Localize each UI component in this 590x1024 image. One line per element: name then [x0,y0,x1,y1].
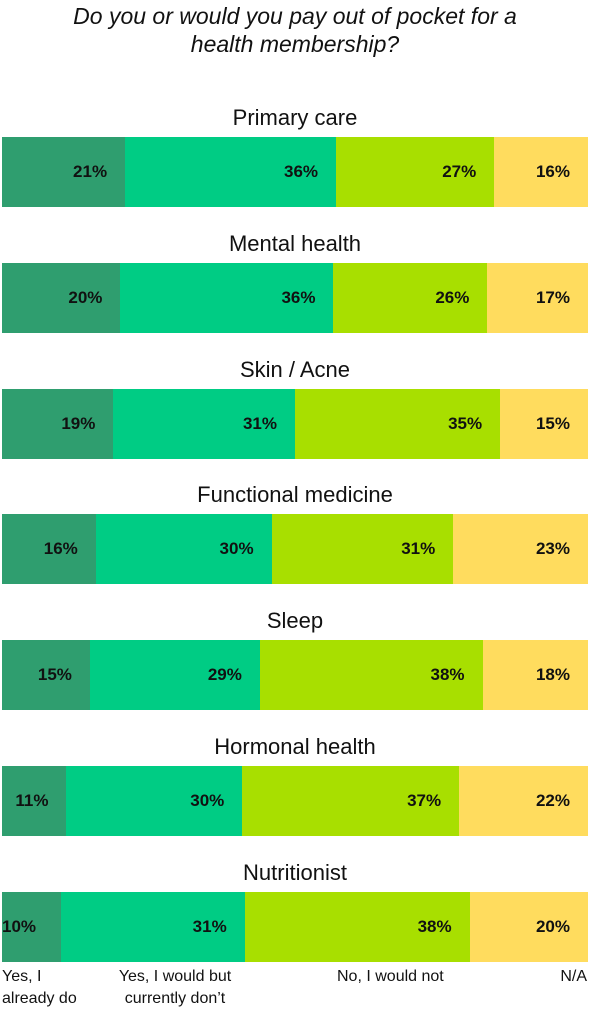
bar-segment-yes-already [2,263,121,333]
legend-yes-would: Yes, I would but currently don’t [100,966,250,1010]
bar-segment-no [333,263,488,333]
category-label: Functional medicine [197,482,393,507]
data-label: 20% [535,917,570,936]
data-label: 29% [207,665,242,684]
bar-segment-yes-already [2,892,62,962]
bar-segment-no [271,514,454,584]
category-label: Skin / Acne [239,357,351,382]
category-label: Nutritionist [243,860,347,885]
legend-na: N/A [560,966,587,988]
bar-row: 15% 29% 38% 18% [2,640,588,710]
data-label: 37% [407,791,442,810]
legend-yes-already-line-2: already do [2,990,77,1007]
bar-segment-yes-already [2,640,90,710]
chart-title-line-1: Do you or would you pay out of pocket fo… [73,3,517,29]
data-label: 36% [281,288,316,307]
data-label: 21% [73,162,108,181]
data-label: 30% [219,539,254,558]
bar-segment-na [453,514,588,584]
bar-row: 10% 31% 38% 20% [2,892,588,962]
bar-segment-yes-would [89,640,260,710]
bar-segment-na [494,137,588,207]
bar-segment-na [459,766,588,836]
bar-segment-no [295,389,501,459]
data-label: 35% [448,414,483,433]
chart-title-line-2: health membership? [190,31,400,57]
data-label: 31% [192,917,227,936]
bar-segment-yes-would [113,389,295,459]
bar-row: 16% 30% 31% 23% [2,514,588,584]
legend-yes-would-line-2: currently don’t [124,990,226,1007]
bar-segment-yes-would [120,263,334,333]
data-label: 20% [68,288,103,307]
bar-segment-yes-would [125,137,336,207]
data-label: 18% [535,665,570,684]
category-label: Hormonal health [214,734,376,759]
data-label: 16% [43,539,78,558]
bar-row: 11% 30% 37% 22% [2,766,588,836]
legend-no: No, I would not [337,966,444,988]
data-label: 36% [284,162,319,181]
bar-segment-no [244,892,470,962]
bar-segment-na [487,263,588,333]
data-label: 31% [242,414,277,433]
data-label: 15% [535,414,570,433]
legend-yes-already-line-1: Yes, I [2,968,42,985]
data-label: 27% [442,162,477,181]
legend-na-label: N/A [560,968,587,985]
category-label: Sleep [266,608,324,633]
legend-no-label: No, I would not [337,968,444,985]
bar-segment-na [482,640,588,710]
bar-segment-no [336,137,495,207]
bar-segment-na [500,389,588,459]
data-label: 38% [430,665,465,684]
bar-segment-yes-would [95,514,272,584]
data-label: 38% [417,917,452,936]
category-label: Mental health [228,231,362,256]
data-label: 17% [535,288,570,307]
legend-yes-already: Yes, I already do [2,966,77,1010]
data-label: 31% [401,539,436,558]
bar-row: 19% 31% 35% 15% [2,389,588,459]
category-label: Primary care [232,105,358,130]
bar-segment-no [242,766,460,836]
data-label: 15% [37,665,72,684]
legend-yes-would-line-1: Yes, I would but [118,968,232,985]
data-label: 19% [61,414,96,433]
bar-row: 21% 36% 27% 16% [2,137,588,207]
data-label: 30% [190,791,225,810]
bar-segment-yes-would [66,766,243,836]
data-label: 16% [535,162,570,181]
bar-segment-yes-already [2,514,96,584]
bar-segment-yes-already [2,389,114,459]
data-label: 11% [15,791,49,810]
bar-segment-no [259,640,483,710]
bar-segment-yes-would [61,892,245,962]
bar-segment-yes-already [2,137,126,207]
chart-title: Do you or would you pay out of pocket fo… [0,2,590,58]
data-label: 23% [535,539,570,558]
data-label: 26% [435,288,470,307]
bar-segment-na [469,892,588,962]
data-label: 22% [535,791,570,810]
bar-row: 20% 36% 26% 17% [2,263,588,333]
data-label: 10% [2,917,37,936]
bar-segment-yes-already [2,766,67,836]
